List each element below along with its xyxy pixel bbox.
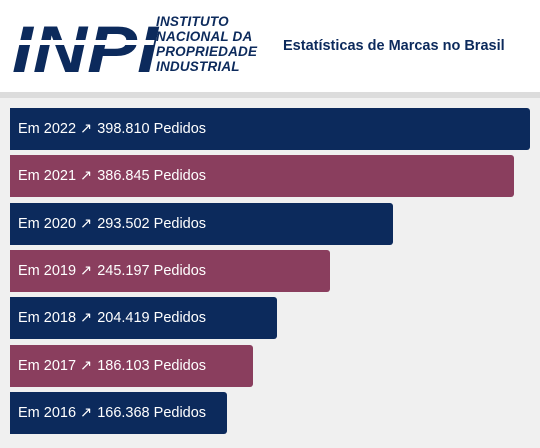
trend-arrow-icon: ↗ [80,357,93,374]
trend-arrow-icon: ↗ [80,310,93,327]
bar-2016: Em 2016 ↗ 166.368 Pedidos [10,391,227,434]
logo-line: INDUSTRIAL [156,59,240,74]
bar-2020: Em 2020 ↗ 293.502 Pedidos [10,202,393,245]
trend-arrow-icon: ↗ [80,404,93,421]
header: INPI INSTITUTO NACIONAL DA PROPRIEDADE I… [0,0,540,92]
bar-2018: Em 2018 ↗ 204.419 Pedidos [10,297,277,340]
bar-value-label: 386.845 Pedidos [97,168,207,185]
logo-line: INSTITUTO [156,14,229,29]
trend-arrow-icon: ↗ [80,168,93,185]
bar-value-label: 398.810 Pedidos [97,121,207,137]
bar-value-label: 293.502 Pedidos [97,215,207,232]
logo-line: NACIONAL DA [156,29,253,44]
bar-value-label: 245.197 Pedidos [97,262,207,279]
bar-value-label: 166.368 Pedidos [97,404,207,421]
bar-year-label: Em 2022 [18,121,77,137]
bar-2017: Em 2017 ↗ 186.103 Pedidos [10,344,253,387]
inpi-logo: INPI [10,14,160,78]
bar-year-label: Em 2017 [18,357,77,374]
logo-institution-name: INSTITUTO NACIONAL DA PROPRIEDADE INDUST… [156,14,274,74]
bar-year-label: Em 2021 [18,168,77,185]
bar-chart: Em 2022 ↗ 398.810 Pedidos Em 2021 ↗ 386.845 P… [0,98,540,448]
bar-2019: Em 2019 ↗ 245.197 Pedidos [10,249,330,292]
logo-line: PROPRIEDADE [156,44,258,59]
bar-value-label: 204.419 Pedidos [97,310,207,327]
trend-arrow-icon: ↗ [80,215,93,232]
trend-arrow-icon: ↗ [80,262,93,279]
bar-2022: Em 2022 ↗ 398.810 Pedidos [10,108,530,150]
page-title: Estatísticas de Marcas no Brasil [283,38,505,54]
bar-year-label: Em 2018 [18,310,77,327]
inpi-logo-letters: INPI [12,14,160,78]
bar-2021: Em 2021 ↗ 386.845 Pedidos [10,155,514,198]
bar-value-label: 186.103 Pedidos [97,357,207,374]
bar-year-label: Em 2019 [18,262,77,279]
bar-year-label: Em 2020 [18,215,77,232]
trend-arrow-icon: ↗ [80,121,93,137]
bar-year-label: Em 2016 [18,404,77,421]
header-divider [0,92,540,98]
